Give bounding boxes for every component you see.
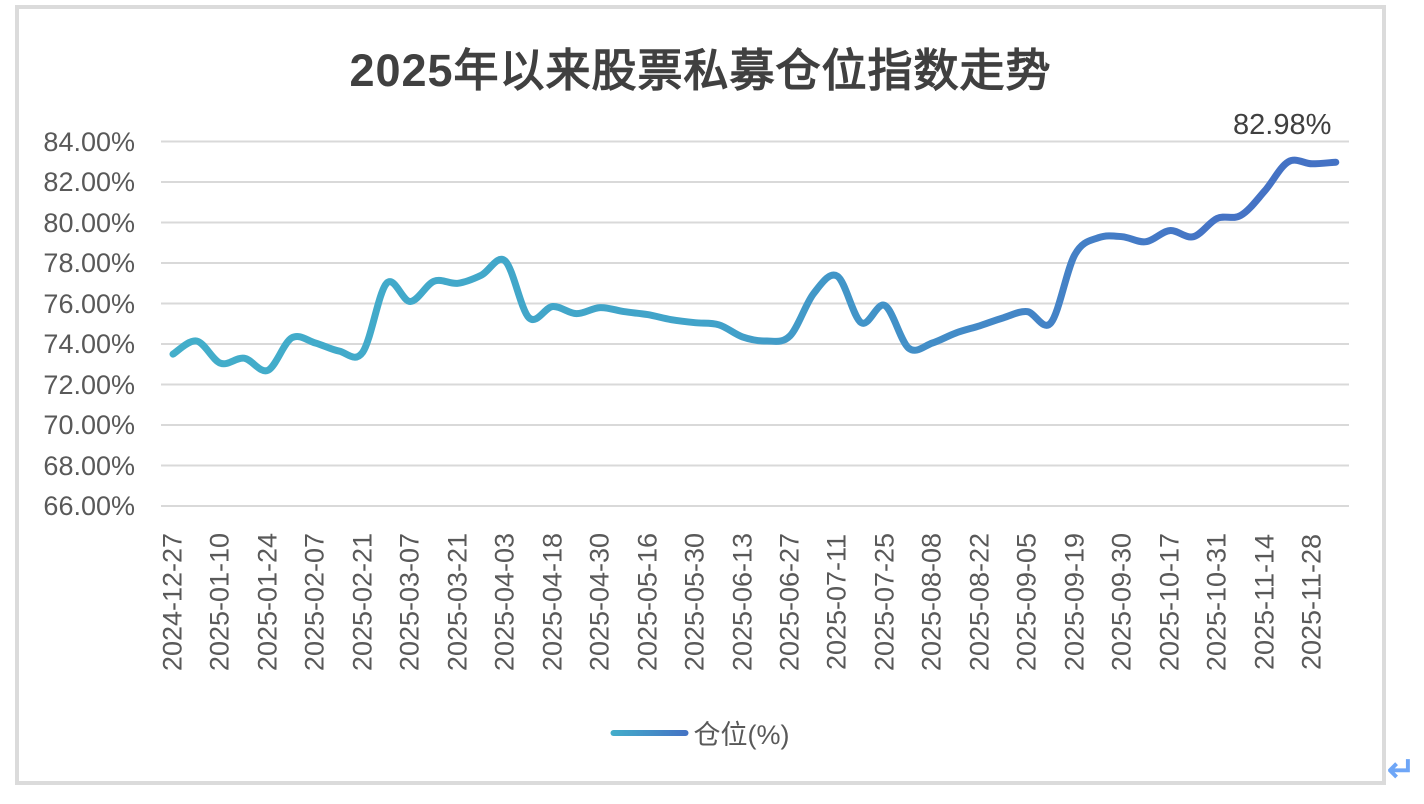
x-tick-label: 2025-08-08: [916, 532, 947, 672]
x-tick-label: 2025-10-31: [1201, 532, 1232, 672]
chart-title: 2025年以来股票私募仓位指数走势: [349, 45, 1052, 96]
x-tick-label: 2025-09-19: [1059, 532, 1090, 672]
paragraph-return-icon: ↵: [1387, 751, 1416, 789]
x-tick-label: 2025-04-03: [489, 532, 520, 672]
y-tick-label: 74.00%: [43, 329, 135, 359]
plot-area: [161, 140, 1349, 507]
x-tick-label: 2025-05-30: [679, 532, 710, 672]
x-tick-label: 2025-04-30: [584, 532, 615, 672]
x-tick-label: 2025-04-18: [537, 532, 568, 672]
x-tick-label: 2025-03-07: [394, 532, 425, 672]
legend-line-swatch-icon: [610, 729, 689, 736]
x-tick-label: 2025-11-28: [1296, 533, 1327, 671]
x-tick-label: 2025-02-21: [347, 532, 378, 672]
y-tick-label: 84.00%: [43, 126, 135, 157]
x-tick-label: 2025-06-13: [727, 532, 758, 672]
y-tick-label: 82.00%: [43, 167, 135, 197]
x-tick-label: 2025-07-25: [869, 532, 900, 672]
y-tick-label: 72.00%: [43, 369, 135, 400]
x-tick-label: 2025-03-21: [442, 532, 473, 672]
y-tick-label: 76.00%: [43, 288, 135, 319]
chart-object[interactable]: [15, 5, 1386, 785]
x-tick-label: 2025-08-22: [964, 532, 995, 672]
legend-label: 仓位(%): [693, 720, 790, 750]
x-tick-label: 2025-11-14: [1249, 533, 1280, 671]
y-tick-label: 80.00%: [43, 207, 135, 238]
x-tick-label: 2025-09-05: [1011, 532, 1042, 672]
x-tick-label: 2025-02-07: [299, 532, 330, 672]
y-tick-label: 78.00%: [43, 248, 135, 278]
x-tick-label: 2025-05-16: [632, 532, 663, 672]
y-tick-label: 70.00%: [43, 410, 135, 440]
y-tick-label: 66.00%: [43, 491, 135, 521]
x-tick-label: 2024-12-27: [157, 532, 188, 672]
line-series: [169, 156, 1340, 375]
x-tick-label: 2025-01-24: [252, 532, 283, 672]
x-tick-label: 2025-09-30: [1106, 532, 1137, 672]
x-tick-label: 2025-07-11: [821, 533, 852, 671]
gridlines: [161, 140, 1349, 507]
x-tick-label: 2025-06-27: [774, 532, 805, 672]
x-tick-label: 2025-01-10: [204, 532, 235, 672]
legend: 仓位(%): [610, 713, 790, 752]
last-point-data-label: 82.98%: [1233, 109, 1332, 141]
x-tick-label: 2025-10-17: [1154, 532, 1185, 672]
y-tick-label: 68.00%: [43, 450, 135, 481]
